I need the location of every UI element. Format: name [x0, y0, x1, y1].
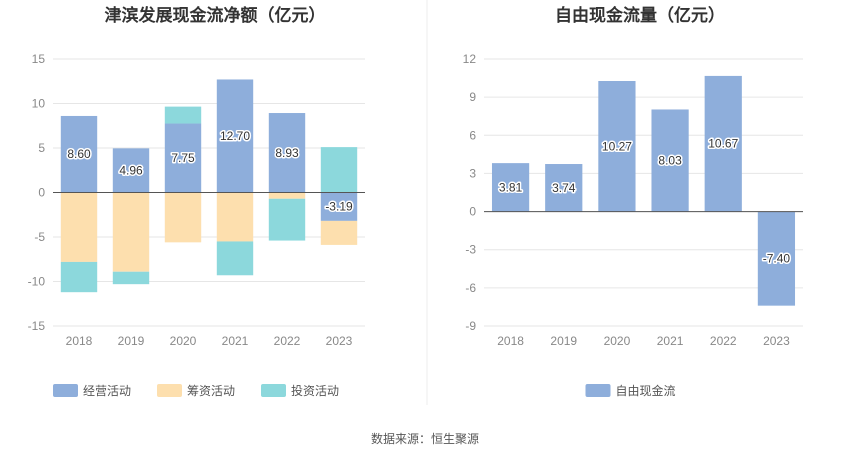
bar-投资活动-2018	[60, 261, 98, 293]
bar-经营活动-2020	[164, 123, 202, 193]
x-tick-label: 2022	[710, 334, 737, 348]
bar-经营活动-2022	[268, 113, 306, 193]
x-tick-label: 2023	[326, 334, 353, 348]
x-tick-label: 2020	[170, 334, 197, 348]
bar-投资活动-2020	[164, 106, 202, 124]
legend-swatch	[585, 384, 611, 397]
data-label: 8.60	[67, 147, 91, 161]
y-tick-label: -10	[28, 275, 46, 289]
legend-swatch	[53, 384, 78, 397]
x-tick-label: 2019	[550, 334, 577, 348]
legend-item-自由现金流: 自由现金流	[616, 383, 676, 398]
bar-投资活动-2021	[216, 241, 254, 276]
bar-自由现金流-2022	[704, 75, 742, 212]
bar-投资活动-2023	[320, 147, 358, 193]
y-tick-label: -3	[465, 243, 476, 257]
y-tick-label: 15	[32, 52, 46, 66]
data-label: 10.27	[602, 139, 632, 153]
y-tick-label: 10	[32, 97, 46, 111]
legend-swatch	[157, 384, 182, 397]
bar-投资活动-2019	[112, 271, 150, 285]
data-label: 12.70	[220, 129, 250, 143]
chart-2-free-cash-flow: 12 9 6 3 0 -3 -6 -9 3.81 3.74 10.27 8.03 10.67 -7.40 2…	[463, 52, 803, 398]
y-tick-label: 12	[463, 52, 477, 66]
bar-经营活动-2019	[112, 148, 150, 193]
legend-item-投资活动: 投资活动	[291, 383, 339, 398]
x-tick-label: 2023	[763, 334, 790, 348]
x-tick-label: 2018	[66, 334, 93, 348]
bar-经营活动-2021	[216, 79, 254, 193]
bar-自由现金流-2019	[545, 164, 583, 212]
bar-筹资活动-2020	[164, 192, 202, 243]
y-tick-label: 0	[469, 205, 476, 219]
chart-1-cash-flow: 15 10 5 0 -5 -10 -15 8.60 4.96 7.75 12.70 8.93 -3.19…	[28, 52, 365, 398]
x-tick-label: 2021	[657, 334, 684, 348]
y-tick-label: 9	[469, 90, 476, 104]
x-tick-label: 2020	[604, 334, 631, 348]
bar-自由现金流-2021	[651, 109, 689, 212]
x-tick-label: 2019	[118, 334, 145, 348]
bar-自由现金流-2018	[491, 163, 530, 212]
y-tick-label: -6	[465, 281, 476, 295]
bar-自由现金流-2023	[757, 211, 796, 306]
bar-筹资活动-2021	[216, 192, 254, 242]
y-tick-label: -9	[465, 319, 476, 333]
x-tick-label: 2022	[274, 334, 301, 348]
data-label: 10.67	[708, 137, 738, 151]
chart-1-title: 津滨发展现金流净额（亿元）	[105, 5, 326, 26]
x-tick-label: 2021	[222, 334, 249, 348]
bar-筹资活动-2018	[60, 192, 98, 262]
bar-筹资活动-2022	[268, 192, 306, 199]
data-source: 数据来源：恒生聚源	[371, 431, 479, 446]
data-label: 3.74	[552, 181, 576, 195]
y-tick-label: 6	[469, 128, 476, 142]
y-tick-label: 0	[38, 186, 45, 200]
data-label: 4.96	[119, 163, 143, 177]
data-label: -7.40	[763, 252, 791, 266]
x-tick-label: 2018	[497, 334, 524, 348]
legend-item-经营活动: 经营活动	[83, 384, 131, 398]
data-label: 8.93	[275, 146, 299, 160]
bar-筹资活动-2019	[112, 192, 150, 272]
bar-筹资活动-2023	[320, 220, 358, 245]
y-tick-label: -15	[28, 319, 46, 333]
data-label: 8.03	[658, 154, 682, 168]
data-label: -3.19	[325, 200, 353, 214]
y-tick-label: -5	[34, 230, 45, 244]
bar-经营活动-2023	[320, 192, 358, 221]
data-label: 3.81	[499, 180, 523, 194]
bar-投资活动-2022	[268, 198, 306, 241]
y-tick-label: 3	[469, 166, 476, 180]
legend-item-筹资活动: 筹资活动	[187, 384, 235, 398]
bar-经营活动-2018	[60, 115, 98, 193]
legend-swatch	[261, 384, 286, 397]
bar-自由现金流-2020	[598, 80, 636, 212]
data-label: 7.75	[171, 151, 195, 165]
chart-2-title: 自由现金流量（亿元）	[555, 5, 725, 26]
y-tick-label: 5	[38, 141, 45, 155]
